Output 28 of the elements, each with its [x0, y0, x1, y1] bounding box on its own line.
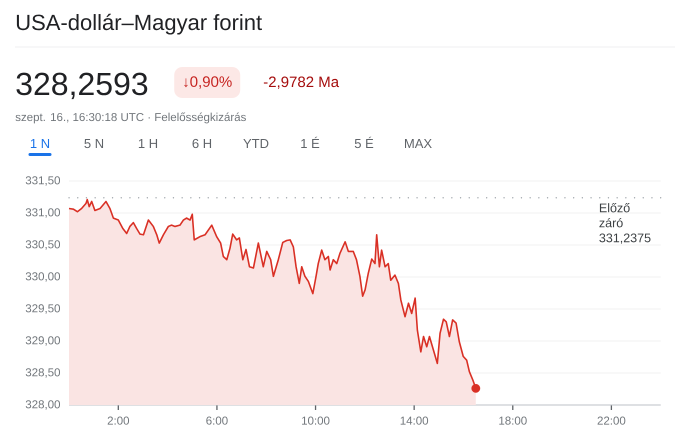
x-tick-label: 2:00 [108, 416, 130, 425]
text: 5 É [354, 136, 374, 148]
chart-subtitle: szept. 16., 16:30:18 UTC · Felelősségkizárás [16, 112, 246, 124]
text: 1 H [138, 139, 158, 148]
y-tick-label: 330,00 [26, 272, 60, 282]
text: -2,9782 Ma [264, 76, 340, 89]
text: 328,2593 [16, 72, 148, 100]
text: 1 É [301, 136, 320, 148]
text: ↓0,90% [184, 76, 232, 89]
y-tick-label: 328,00 [26, 400, 60, 410]
y-tick-label: 330,50 [26, 240, 60, 250]
text: 6 H [192, 138, 212, 148]
y-tick-label: 328,50 [26, 368, 60, 378]
y-tick-label: 329,50 [26, 304, 60, 314]
y-tick-label: 331,50 [26, 176, 60, 186]
x-tick-label: 6:00 [206, 416, 228, 425]
x-tick-label: 22:00 [598, 416, 626, 425]
y-tick-label: 329,00 [26, 336, 60, 346]
chart-title: USA-dollár–Magyar forint [16, 14, 262, 35]
text: YTD [243, 139, 268, 148]
text: 1 N [30, 139, 50, 148]
x-tick-label: 18:00 [499, 416, 527, 425]
x-tick-label: 10:00 [302, 416, 330, 425]
ref-line-label: Előző záró 331,2375 [599, 202, 651, 244]
text: MAX [404, 139, 432, 148]
y-tick-label: 331,00 [26, 208, 60, 218]
text: 5 N [84, 139, 104, 148]
x-tick-label: 14:00 [400, 416, 428, 425]
